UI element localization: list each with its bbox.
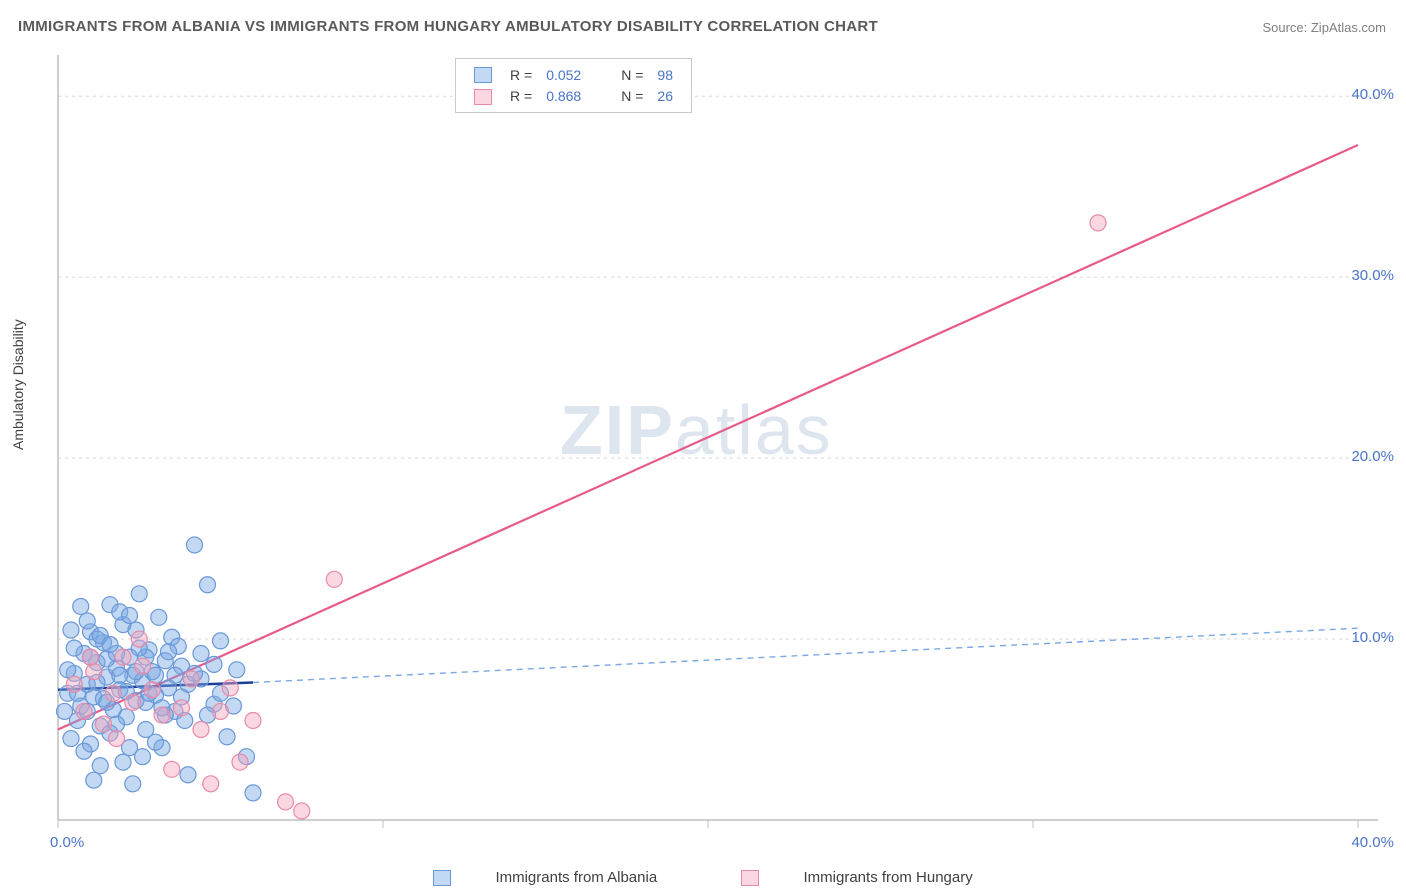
x-tick-label: 0.0% [50,834,84,851]
n-value-2: 26 [651,86,679,105]
n-value-1: 98 [651,65,679,84]
source-attribution: Source: ZipAtlas.com [1262,20,1386,35]
legend-swatch-hungary [474,89,492,105]
y-tick-label: 20.0% [1351,448,1394,465]
legend-row-albania: R = 0.052 N = 98 [468,65,679,84]
bottom-legend-item-hungary: Immigrants from Hungary [721,869,992,886]
correlation-legend: R = 0.052 N = 98 R = 0.868 N = 26 [455,58,692,113]
chart-title: IMMIGRANTS FROM ALBANIA VS IMMIGRANTS FR… [18,18,878,35]
r-value-2: 0.868 [540,86,587,105]
n-label-1: N = [615,65,649,84]
source-prefix: Source: [1262,20,1310,35]
scatter-chart [48,50,1388,870]
r-label-2: R = [504,86,538,105]
bottom-swatch-albania [433,870,451,886]
bottom-swatch-hungary [741,870,759,886]
r-label-1: R = [504,65,538,84]
bottom-label-albania: Immigrants from Albania [495,869,657,886]
n-label-2: N = [615,86,649,105]
y-tick-label: 10.0% [1351,629,1394,646]
x-tick-label: 40.0% [1351,834,1394,851]
bottom-legend: Immigrants from Albania Immigrants from … [0,869,1406,886]
y-tick-label: 30.0% [1351,267,1394,284]
legend-row-hungary: R = 0.868 N = 26 [468,86,679,105]
r-value-1: 0.052 [540,65,587,84]
source-name: ZipAtlas.com [1311,20,1386,35]
y-tick-label: 40.0% [1351,86,1394,103]
bottom-label-hungary: Immigrants from Hungary [804,869,973,886]
legend-swatch-albania [474,67,492,83]
y-axis-label: Ambulatory Disability [10,319,26,450]
bottom-legend-item-albania: Immigrants from Albania [413,869,681,886]
